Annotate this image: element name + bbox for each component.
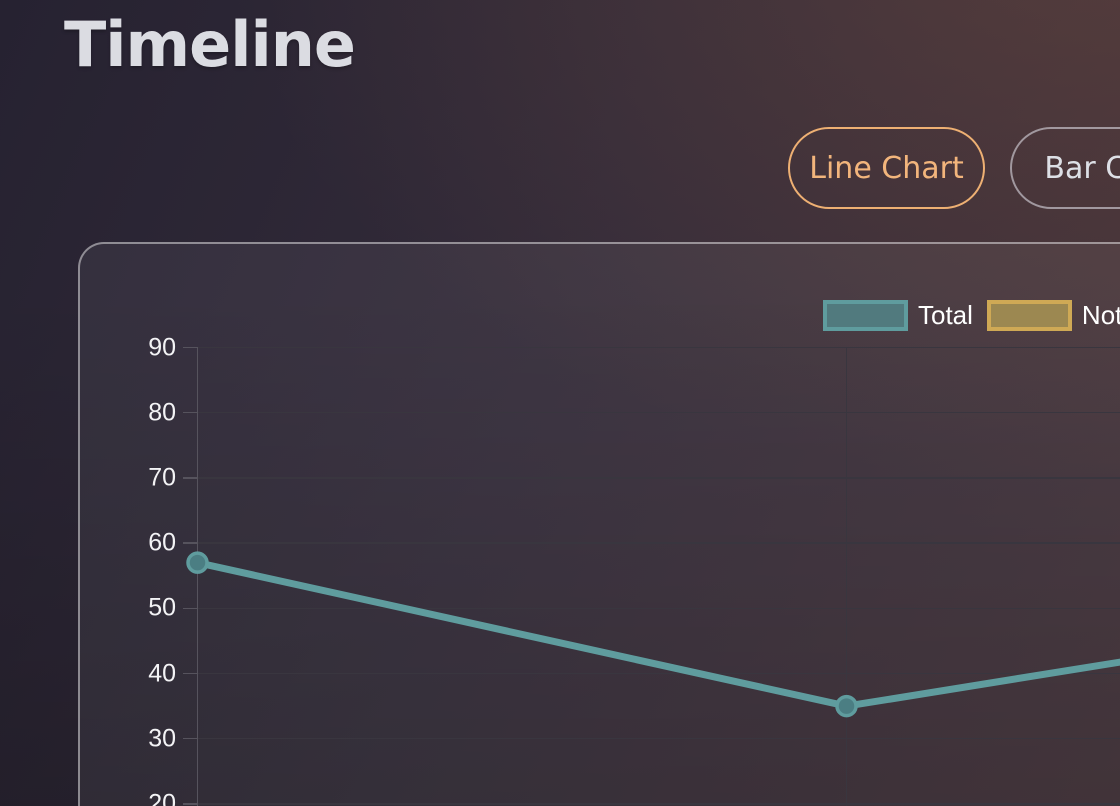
chart-card [78,242,1120,806]
legend-swatch-total [823,300,908,331]
legend-label-not: Not [1081,300,1120,330]
gridline-horizontal [197,477,1120,479]
y-axis-tick [182,346,198,349]
gridline-horizontal [197,346,1120,349]
y-axis-tick [182,607,198,610]
legend-item-not[interactable]: Not [986,300,1120,331]
gridline-horizontal [197,803,1120,805]
y-axis-label: 30 [148,724,176,753]
y-axis-label: 50 [148,593,176,622]
y-axis-tick [182,411,198,414]
gridline-horizontal [197,411,1120,414]
y-axis-label: 80 [148,398,176,427]
y-axis-line [196,347,199,806]
y-axis-label: 20 [148,789,176,806]
gridline-horizontal [197,542,1120,544]
y-axis-tick [182,672,198,675]
line-chart-button[interactable]: Line Chart [788,127,985,209]
gridline-horizontal [197,672,1120,675]
y-axis-label: 60 [148,528,176,557]
y-axis-label: 40 [148,659,176,687]
legend-label-total: Total [918,300,973,330]
gridline-horizontal [197,737,1120,740]
gridline-vertical [845,347,848,806]
y-axis-tick [182,542,198,544]
y-axis-tick [182,477,198,479]
gridline-horizontal [197,607,1120,610]
y-axis-label: 90 [148,333,176,361]
y-axis-tick [182,803,198,805]
chart-legend: Total Not [823,299,1120,332]
y-axis-label: 70 [148,463,176,492]
bar-chart-button[interactable]: Bar Chart [1010,127,1120,209]
y-axis-tick [182,737,198,740]
page-title: Timeline [64,8,356,81]
legend-item-total[interactable]: Total [823,300,973,331]
legend-swatch-not [986,300,1072,331]
